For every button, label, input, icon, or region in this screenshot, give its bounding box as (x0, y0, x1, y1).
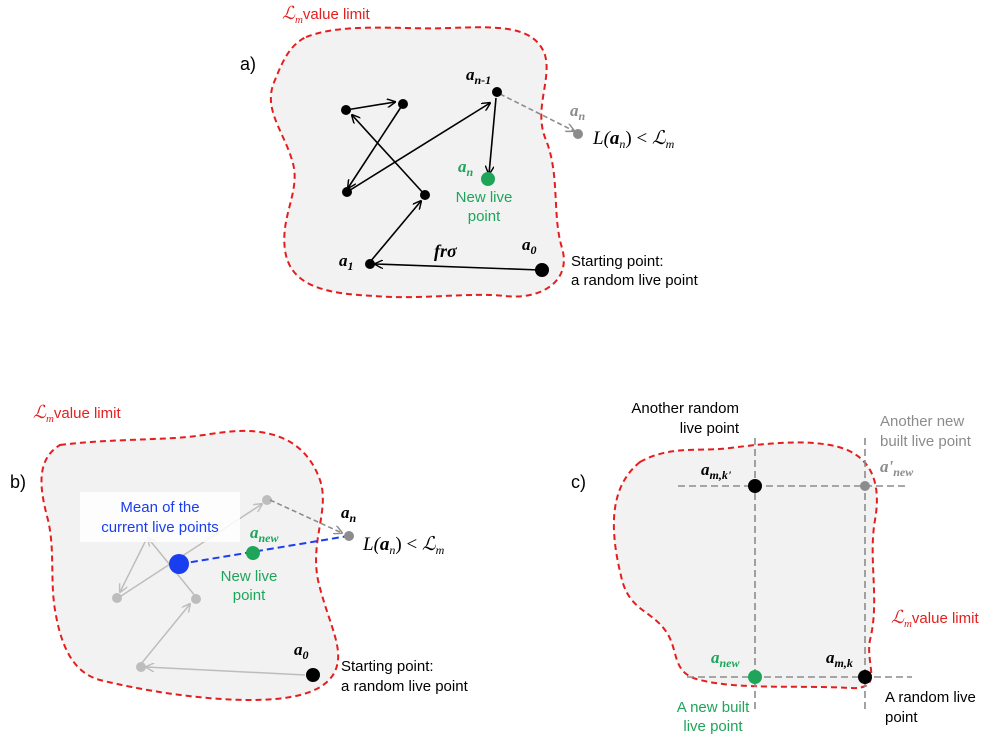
label-a-new: anew (711, 648, 741, 670)
panel-c-limit-label: ℒmvalue limit (891, 607, 979, 630)
rejected-step-arrow (269, 499, 342, 533)
point-a-prime-new (860, 481, 870, 491)
faded-walk-arrow (146, 667, 306, 676)
mean-label-box (80, 492, 240, 542)
walk-point (341, 105, 351, 115)
walk-arrow (345, 102, 395, 111)
label-a-n-1: an-1 (466, 65, 491, 87)
point-a-new (748, 670, 762, 684)
panel-b: b) ℒmvalue limit Mean of the current liv… (10, 402, 469, 702)
panel-c: c) Another random live point Another new… (571, 400, 979, 735)
faded-walk-arrow (140, 604, 190, 665)
mean-point (169, 554, 189, 574)
rejection-condition: L(an) < ℒm (592, 128, 675, 151)
faded-walk-arrow (120, 539, 147, 592)
mean-label: Mean of the (120, 499, 199, 516)
rejection-condition: L(an) < ℒm (362, 534, 445, 557)
another-new-label: Another new (880, 413, 964, 430)
another-random-label: live point (680, 420, 740, 437)
another-new-label: built live point (880, 433, 972, 450)
label-a-n-rejected: an (570, 101, 586, 123)
point-a0 (535, 263, 549, 277)
new-built-label: A new built (677, 699, 750, 716)
walk-point (420, 190, 430, 200)
point-a-mk (858, 670, 872, 684)
mean-label: current live points (101, 519, 219, 536)
start-point-label: Starting point: (571, 253, 664, 270)
label-a0: a0 (522, 235, 537, 257)
panel-b-label: b) (10, 472, 26, 492)
another-random-label: Another random (631, 400, 739, 417)
panel-a-likelihood-boundary (269, 26, 565, 299)
walk-arrow (346, 103, 490, 193)
rejected-step-arrow (499, 93, 574, 131)
panel-c-likelihood-boundary (612, 441, 878, 690)
faded-walk-point (136, 662, 146, 672)
panel-b-likelihood-boundary (40, 429, 340, 702)
label-a-n: an (341, 503, 357, 525)
new-live-point (246, 546, 260, 560)
faded-walk-point (262, 495, 272, 505)
label-a-n-new: an (458, 157, 474, 179)
panel-c-label: c) (571, 472, 586, 492)
start-point-label: a random live point (341, 678, 469, 695)
point-a0 (306, 668, 320, 682)
walk-point (342, 187, 352, 197)
panel-b-limit-label: ℒmvalue limit (33, 402, 121, 425)
random-live-label: A random live (885, 689, 976, 706)
walk-point (398, 99, 408, 109)
start-point-label: Starting point: (341, 658, 434, 675)
panel-a: a) ℒmvalue limit an-1 an L(an) (240, 3, 699, 299)
point-a1 (365, 259, 375, 269)
mean-to-rejected-line (179, 535, 349, 565)
walk-arrow (375, 264, 541, 271)
walk-arrow (489, 97, 497, 174)
new-live-point-label: New live (221, 568, 278, 585)
label-a-mk-prime: am,k' (701, 460, 732, 482)
label-a-new: anew (250, 523, 280, 545)
label-a-prime-new: a'new (880, 457, 914, 479)
point-a-n-1 (492, 87, 502, 97)
step-size-label: frσ (434, 241, 458, 261)
random-live-label: point (885, 709, 918, 726)
panel-a-label: a) (240, 54, 256, 74)
label-a0: a0 (294, 640, 309, 662)
walk-arrow (352, 115, 426, 196)
new-live-point-label: New live (456, 189, 513, 206)
label-a1: a1 (339, 251, 354, 273)
walk-arrow (369, 201, 421, 263)
rejected-point (344, 531, 354, 541)
faded-walk-point (112, 593, 122, 603)
rejected-point (573, 129, 583, 139)
start-point-label: a random live point (571, 272, 699, 289)
new-live-point-label: point (468, 208, 501, 225)
faded-walk-point (191, 594, 201, 604)
panel-a-limit-label: ℒmvalue limit (282, 3, 370, 26)
new-live-point-label: point (233, 587, 266, 604)
new-built-label: live point (683, 718, 743, 735)
label-a-mk: am,k (826, 648, 853, 670)
new-live-point (481, 172, 495, 186)
walk-arrow (348, 103, 404, 188)
point-a-mk-prime (748, 479, 762, 493)
